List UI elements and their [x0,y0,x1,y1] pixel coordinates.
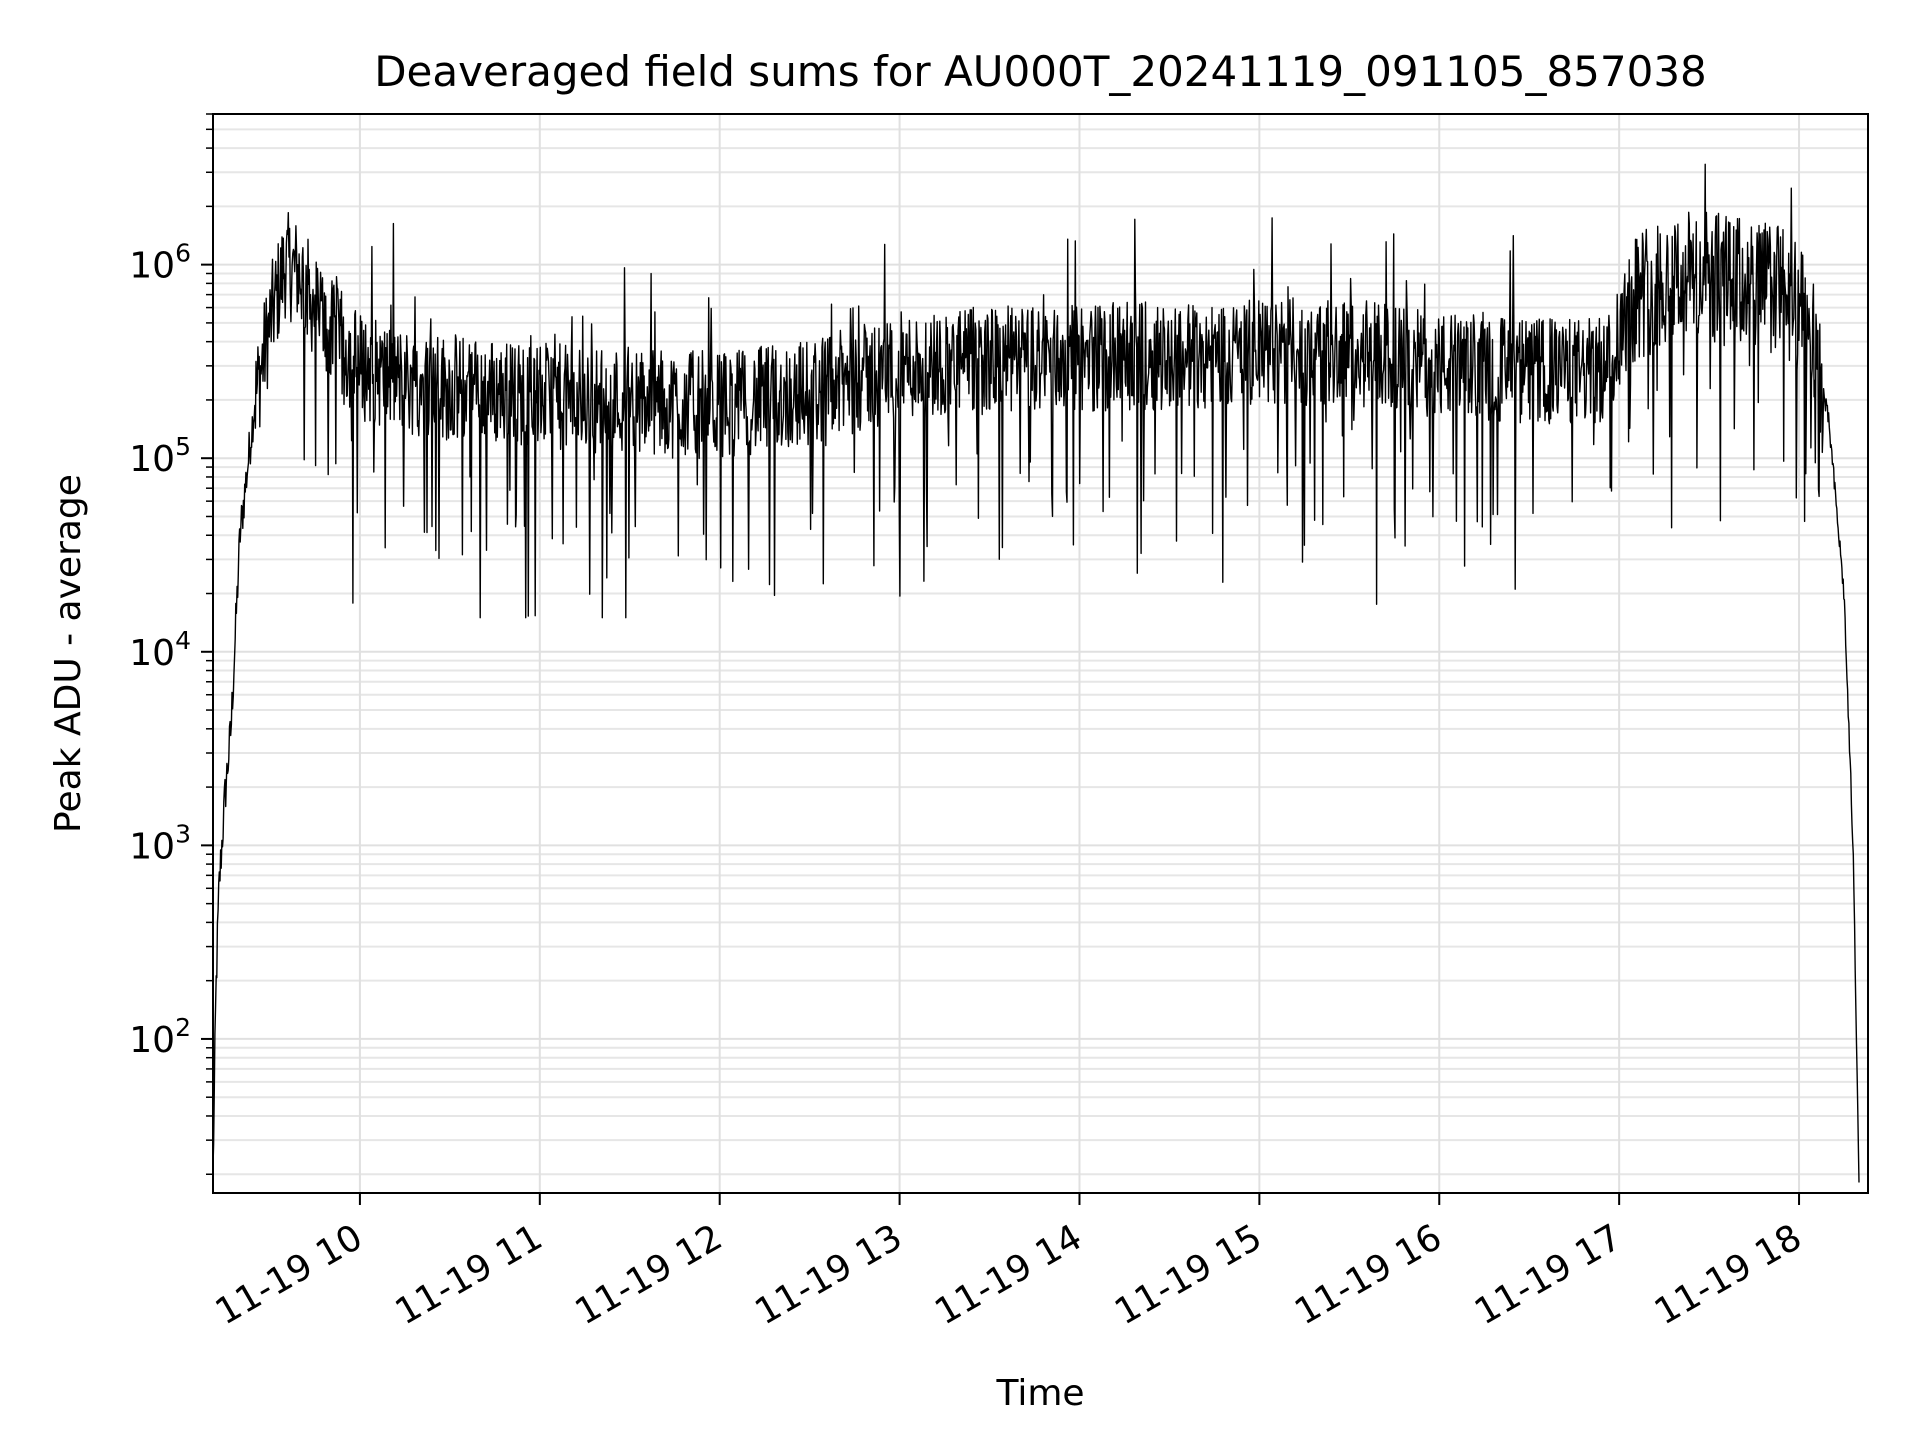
y-tick-label: 104 [129,626,191,674]
chart-title: Deaveraged field sums for AU000T_2024111… [374,47,1707,96]
y-axis-label: Peak ADU - average [48,474,89,833]
x-axis-label: Time [995,1373,1084,1414]
data-line [212,163,1860,1183]
y-tick-label: 102 [129,1013,191,1061]
y-axis-ticks: 102 103 104 105 106 [129,113,213,1175]
y-tick-label: 106 [129,239,191,287]
series-line [212,163,1860,1183]
y-tick-label: 103 [129,819,191,867]
plot-area-frame [212,113,1869,1194]
y-tick-label: 105 [129,432,191,480]
